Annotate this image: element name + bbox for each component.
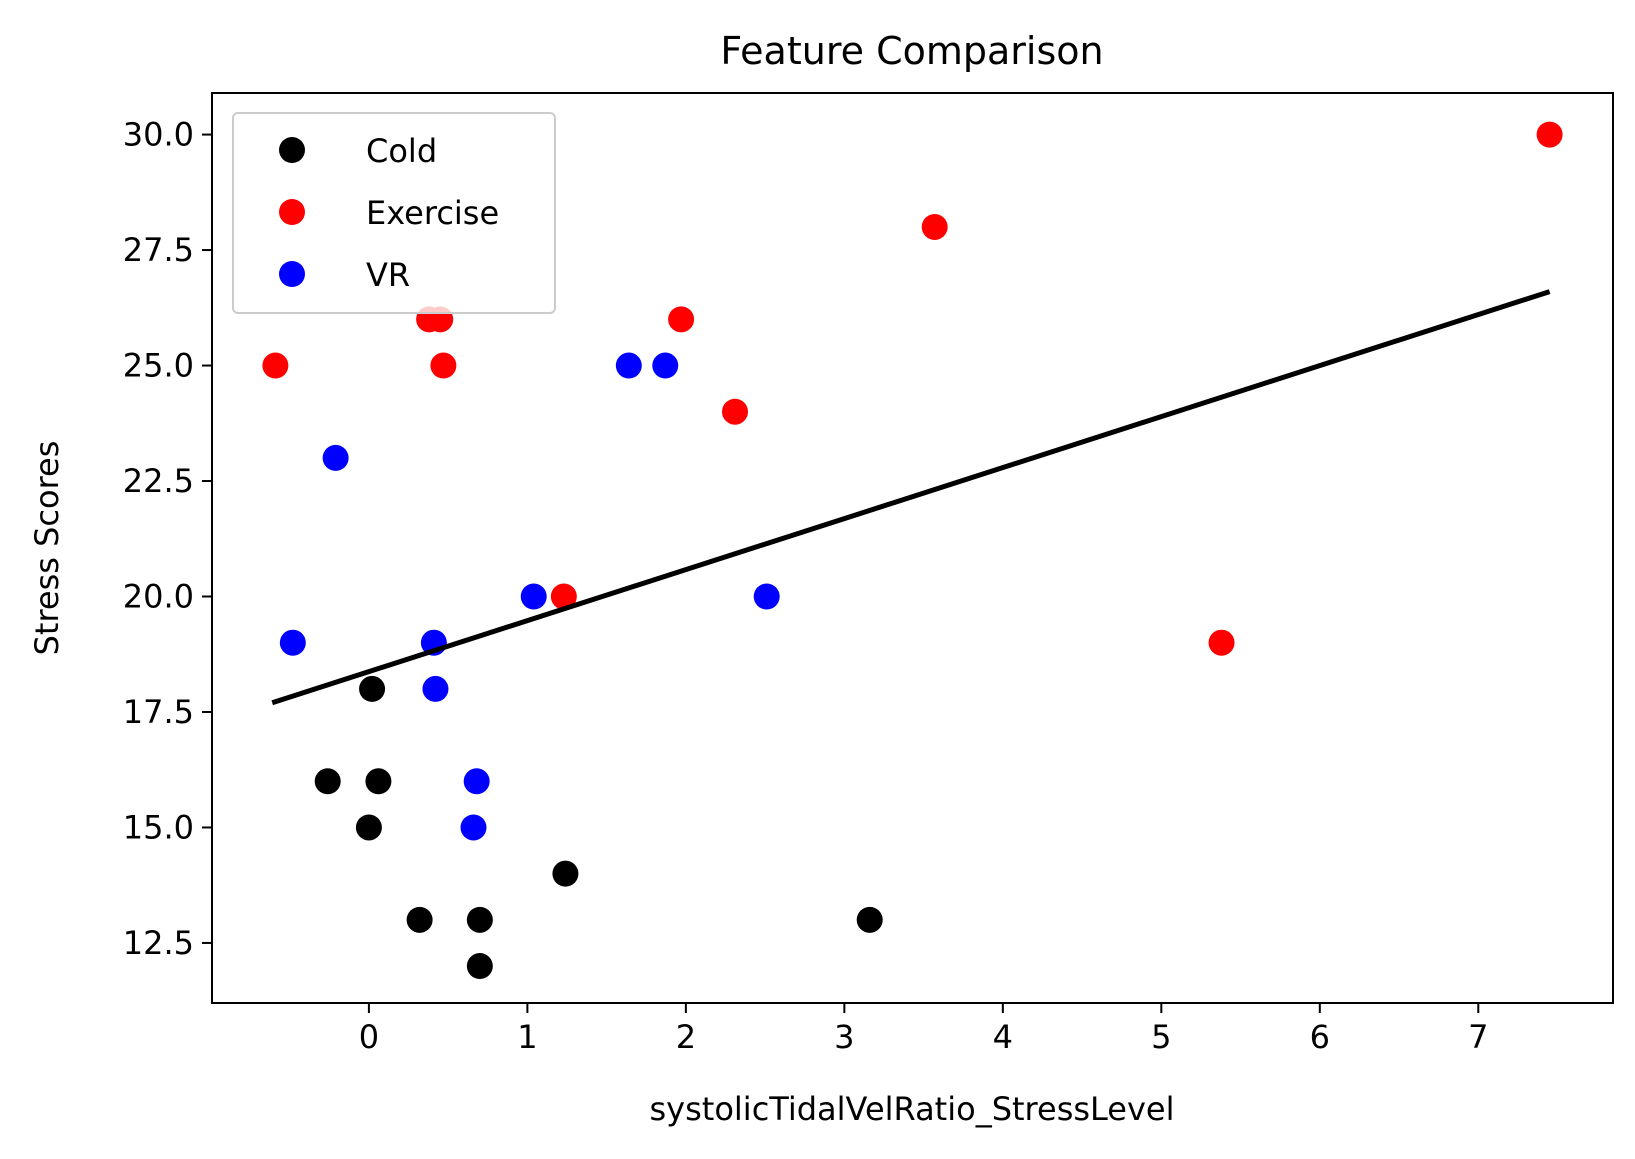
legend-item-exercise: Exercise bbox=[279, 194, 499, 232]
data-point bbox=[520, 583, 547, 610]
x-axis-label: systolicTidalVelRatio_StressLevel bbox=[650, 1090, 1175, 1128]
data-point bbox=[262, 352, 289, 379]
data-point bbox=[279, 629, 306, 656]
legend-marker bbox=[279, 137, 305, 163]
x-tick-label: 6 bbox=[1310, 1018, 1330, 1056]
legend-label: Cold bbox=[366, 132, 437, 170]
chart-title: Feature Comparison bbox=[720, 29, 1103, 73]
data-point bbox=[406, 906, 433, 933]
x-tick-label: 2 bbox=[676, 1018, 696, 1056]
y-tick-label: 15.0 bbox=[123, 808, 194, 846]
y-tick-label: 20.0 bbox=[123, 578, 194, 616]
legend: Cold Exercise VR bbox=[232, 112, 556, 314]
y-tick-label: 25.0 bbox=[123, 347, 194, 385]
x-tick-label: 1 bbox=[517, 1018, 537, 1056]
data-point bbox=[550, 583, 577, 610]
data-point bbox=[460, 814, 487, 841]
x-tick-label: 7 bbox=[1468, 1018, 1488, 1056]
y-tick-label: 12.5 bbox=[123, 924, 194, 962]
data-point bbox=[921, 213, 948, 240]
plot-frame bbox=[211, 92, 1614, 1004]
plot-area bbox=[262, 121, 1563, 980]
legend-label: Exercise bbox=[366, 194, 499, 232]
legend-item-vr: VR bbox=[279, 256, 410, 294]
series-vr bbox=[279, 352, 780, 841]
legend-marker bbox=[279, 199, 305, 225]
data-point bbox=[466, 906, 493, 933]
x-tick-label: 4 bbox=[993, 1018, 1013, 1056]
y-axis: 12.5 15.0 17.5 20.0 22.5 25.0 27.5 30.0 bbox=[123, 116, 212, 962]
data-point bbox=[615, 352, 642, 379]
x-axis: 0 1 2 3 4 5 6 7 bbox=[359, 1003, 1488, 1056]
data-point bbox=[314, 768, 341, 795]
data-point bbox=[322, 444, 349, 471]
data-point bbox=[753, 583, 780, 610]
y-tick-label: 22.5 bbox=[123, 462, 194, 500]
legend-box bbox=[232, 112, 556, 314]
data-point bbox=[1208, 629, 1235, 656]
data-point bbox=[466, 953, 493, 980]
y-axis-label: Stress Scores bbox=[28, 441, 66, 656]
data-point bbox=[430, 352, 457, 379]
data-point bbox=[355, 814, 382, 841]
legend-marker bbox=[279, 261, 305, 287]
data-point bbox=[365, 768, 392, 795]
x-tick-label: 3 bbox=[834, 1018, 854, 1056]
x-tick-label: 5 bbox=[1151, 1018, 1171, 1056]
data-point bbox=[652, 352, 679, 379]
series-cold bbox=[314, 675, 883, 980]
legend-item-cold: Cold bbox=[279, 132, 437, 170]
data-point bbox=[668, 306, 695, 333]
data-point bbox=[422, 675, 449, 702]
trend-line bbox=[271, 289, 1551, 706]
x-tick-label: 0 bbox=[359, 1018, 379, 1056]
y-tick-label: 17.5 bbox=[123, 693, 194, 731]
data-point bbox=[552, 860, 579, 887]
data-point bbox=[463, 768, 490, 795]
data-point bbox=[359, 675, 386, 702]
data-point bbox=[721, 398, 748, 425]
y-tick-label: 30.0 bbox=[123, 116, 194, 154]
y-tick-label: 27.5 bbox=[123, 231, 194, 269]
legend-label: VR bbox=[366, 256, 410, 294]
data-point bbox=[1536, 121, 1563, 148]
data-point bbox=[856, 906, 883, 933]
